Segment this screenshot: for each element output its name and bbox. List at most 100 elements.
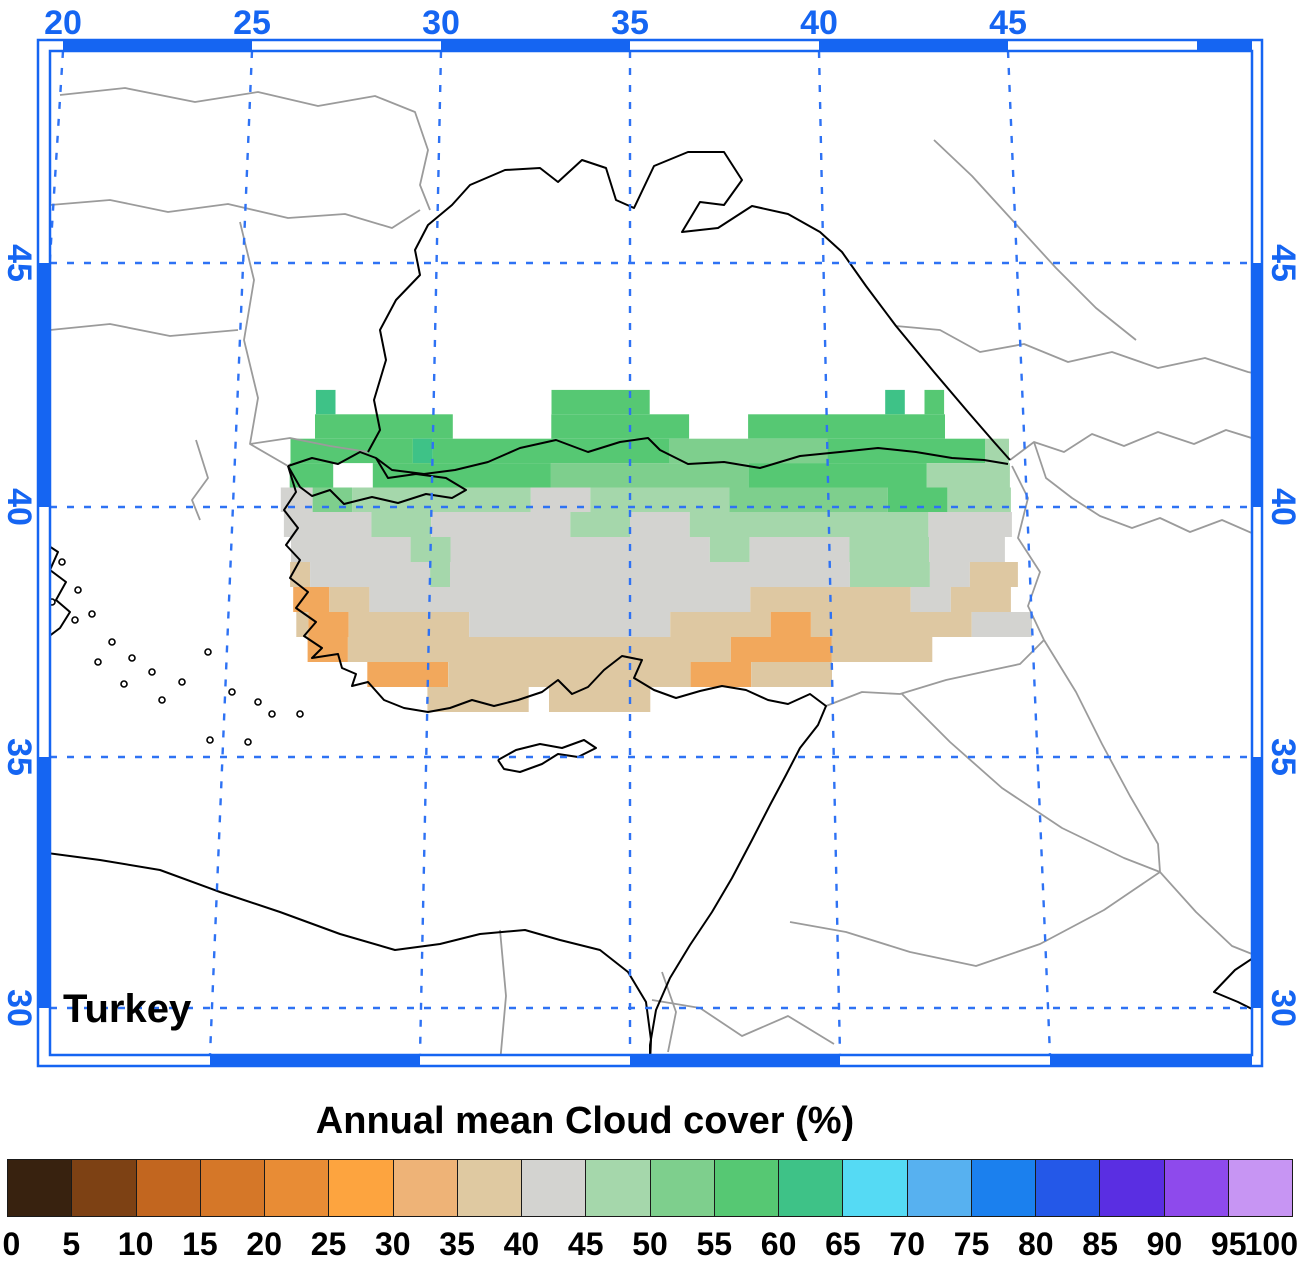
border-line: [789, 871, 1161, 967]
left-axis-label: 40: [0, 488, 38, 526]
border-line: [50, 323, 239, 337]
border-line: [1009, 429, 1252, 461]
heatmap-cell-run: [885, 389, 905, 415]
top-axis-band: [1197, 41, 1252, 50]
outer-frame: [36, 38, 1264, 1068]
heatmap-cell-run: [730, 637, 832, 662]
heatmap-cell-run: [929, 562, 970, 587]
heatmap-cell-run: [950, 587, 1011, 612]
heatmap-cell-run: [849, 537, 930, 562]
colorbar-segment-40-45: [521, 1159, 587, 1217]
colorbar-segment-0-5: [7, 1159, 73, 1217]
right-axis-label: 30: [1264, 989, 1300, 1027]
right-axis-band: [1253, 757, 1263, 1008]
heatmap-cell-run: [352, 487, 531, 512]
border-line: [59, 87, 431, 211]
colorbar-segment-20-25: [264, 1159, 330, 1217]
island-mark: [71, 616, 79, 624]
coastline: [1213, 957, 1252, 1011]
bottom-axis-label: 45: [1031, 1067, 1069, 1069]
island-mark: [254, 698, 262, 706]
heatmap-cell-run: [926, 463, 1010, 488]
bottom-axis-band: [630, 1056, 840, 1065]
colorbar-segment-65-70: [842, 1159, 908, 1217]
top-axis-label: 20: [44, 4, 82, 42]
colorbar-tick-label: 55: [696, 1226, 733, 1262]
island-mark: [158, 696, 166, 704]
heatmap-cell-run: [689, 512, 929, 537]
island-mark: [50, 598, 56, 606]
border-line: [933, 139, 1137, 341]
meridian-gridline: [50, 51, 65, 278]
colorbar-segment-70-75: [906, 1159, 972, 1217]
heatmap-cell-run: [630, 512, 690, 537]
heatmap-cell-run: [315, 389, 336, 415]
border-line: [825, 639, 1045, 707]
colorbar-segment-10-15: [135, 1159, 201, 1217]
colorbar-segment-5-10: [71, 1159, 137, 1217]
heatmap-cell-run: [887, 487, 948, 512]
heatmap-cell-run: [709, 537, 750, 562]
coastline: [497, 739, 597, 773]
colorbar-segment-55-60: [713, 1159, 779, 1217]
heatmap-cell-run: [751, 662, 832, 687]
border-line: [651, 999, 835, 1045]
colorbar-tick-label: 20: [246, 1226, 282, 1262]
heatmap-cell-run: [831, 637, 933, 662]
bottom-axis-label: 30: [401, 1067, 439, 1069]
heatmap-cell-run: [849, 562, 930, 587]
heatmap-cell-run: [947, 487, 1011, 512]
border-line: [895, 325, 1252, 374]
colorbar-segment-30-35: [392, 1159, 458, 1217]
island-mark: [120, 680, 128, 688]
heatmap-cell-run: [690, 662, 752, 687]
island-mark: [178, 678, 186, 686]
colorbar-segment-75-80: [970, 1159, 1036, 1217]
heatmap-cell-run: [550, 463, 749, 488]
colorbar-tick-label: 0: [2, 1226, 21, 1262]
border-line: [499, 929, 507, 1055]
border-line: [50, 199, 421, 229]
colorbar-tick-label: 75: [953, 1226, 990, 1262]
border-line: [1043, 639, 1252, 955]
colorbar-segment-35-40: [456, 1159, 522, 1217]
island-mark: [206, 736, 214, 744]
colorbar-tick-label: 30: [375, 1226, 411, 1262]
colorbar-segment-85-90: [1099, 1159, 1165, 1217]
island-mark: [296, 710, 304, 718]
heatmap-cell-run: [432, 438, 670, 464]
colorbar-segment-95-100: [1227, 1159, 1293, 1217]
heatmap-cell-run: [367, 662, 449, 687]
heatmap-cell-run: [749, 537, 850, 562]
heatmap-cell-run: [549, 687, 651, 712]
heatmap-cell-run: [296, 612, 309, 637]
inner-frame: [48, 49, 1254, 1057]
left-axis-label: 30: [0, 989, 38, 1027]
colorbar: [7, 1159, 1293, 1217]
heatmap-cell-run: [669, 438, 828, 464]
heatmap-cell-run: [570, 512, 630, 537]
colorbar-tick-labels: 0 5 10 15 20 25 30 35 40 45 50 55 60 65 70 75 80 85 90 95 10…: [0, 1226, 1300, 1265]
island-mark: [88, 610, 96, 618]
colorbar-tick-label: 60: [760, 1226, 797, 1262]
colorbar-tick-label: 10: [117, 1226, 154, 1262]
heatmap-cell-run: [372, 463, 551, 488]
meridian-gridline: [817, 51, 842, 1055]
heatmap-cell-run: [289, 463, 334, 488]
colorbar-segment-50-55: [649, 1159, 715, 1217]
right-axis-label: 45: [1264, 244, 1300, 282]
border-line: [1033, 441, 1252, 535]
heatmap-cell-run: [985, 438, 1009, 464]
heatmap-cell-run: [427, 687, 529, 712]
island-mark: [128, 654, 136, 662]
heatmap-cell-run: [283, 512, 372, 537]
coastline: [50, 545, 71, 637]
heatmap-cell-run: [291, 537, 411, 562]
heatmap-cell-run: [748, 414, 945, 439]
map-canvas: 20 25 30 35 40 45 25 30 35 40 45 45 40 35 30 45 40 35 30 T…: [0, 4, 1300, 1069]
coastline: [367, 151, 1011, 461]
colorbar-tick-label: 40: [503, 1226, 540, 1262]
heatmap-cell-run: [348, 612, 470, 637]
top-axis-label: 30: [422, 4, 460, 42]
island-mark: [244, 738, 252, 746]
